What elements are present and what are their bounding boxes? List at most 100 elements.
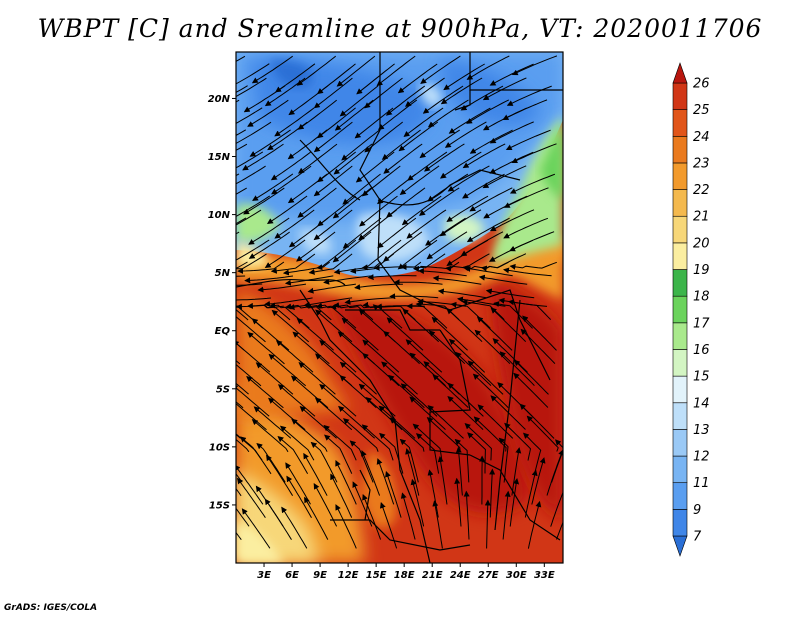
colorbar-swatch [672,322,688,350]
streamline [405,448,420,496]
streamline [277,384,316,417]
streamline [466,55,510,80]
streamline [292,331,330,365]
streamline [383,143,423,174]
lon-tick-label: 21E [422,570,443,581]
streamline [454,438,470,483]
colorbar-label: 14 [693,396,710,411]
colorbar-swatch [672,455,688,484]
lon-tick-label: 18E [394,570,415,581]
streamline [335,504,357,549]
streamline [236,107,263,124]
streamline [461,299,505,321]
lon-tick-label: 24E [450,570,471,581]
colorbar-swatch [672,242,688,270]
streamline [323,424,357,461]
streamline [367,274,417,281]
streamline [467,432,486,474]
colorbar-label: 26 [693,77,710,92]
streamline [519,403,555,439]
streamline [385,85,426,116]
streamline [336,55,376,87]
colorbar-label: 22 [693,183,710,198]
streamline [338,405,376,439]
streamline [393,279,443,286]
streamline [447,382,484,417]
streamline [236,316,266,343]
colorbar-label: 25 [693,103,710,118]
streamline [344,297,394,305]
streamline [236,464,264,505]
streamline [399,438,419,483]
streamline [379,432,404,474]
streamline [236,55,246,62]
streamline [236,253,267,270]
streamline [405,339,443,373]
streamline [410,478,425,527]
streamline [246,375,284,409]
streamline [319,339,357,373]
streamline [376,458,395,505]
lat-tick-label: 5N [215,268,231,279]
streamline [531,457,546,505]
streamline [317,63,356,95]
streamline [236,209,262,226]
streamline [236,63,270,85]
streamline [255,362,294,395]
streamline [490,307,527,342]
streamline [247,331,285,365]
streamline [447,165,490,192]
lon-tick-label: 12E [338,570,359,581]
streamline [509,478,520,527]
streamline [236,143,248,151]
streamline [389,417,425,452]
streamline [313,77,353,109]
streamline [335,459,357,505]
streamline [365,397,403,431]
lat-tick-label: 20N [208,94,231,105]
streamline [296,231,336,262]
streamline [412,423,443,461]
streamline [473,416,507,452]
streamline [409,396,446,430]
streamline [307,283,356,294]
streamline [236,340,271,373]
map-frame [235,51,564,564]
streamline [389,293,439,300]
streamline [507,299,552,320]
streamline [248,231,290,259]
streamline [236,129,247,136]
streamline [236,438,250,453]
latitude-axis: 20N 15N 10N 5N EQ 5S 10S 15S [208,94,236,511]
streamline [527,500,542,549]
colorbar-label: 20 [693,236,710,251]
streamline [427,99,469,128]
streamline [237,477,266,518]
streamline [339,85,379,117]
streamline [466,217,510,243]
streamline [271,309,310,343]
streamline [316,302,357,329]
streamline [274,209,315,239]
streamline [362,493,382,540]
streamline [464,265,513,277]
streamline [485,288,535,299]
lon-tick-label: 9E [313,570,327,581]
streamline [236,217,247,225]
streamline [464,423,492,461]
colorbar-swatch [672,135,688,164]
streamline [513,372,549,408]
streamline [419,129,460,159]
streamline [484,499,491,549]
streamline [236,77,267,98]
streamline [424,143,465,172]
streamline [462,143,506,169]
streamline [296,318,334,351]
streamline [341,317,379,351]
streamline [304,496,329,540]
streamline [509,173,556,194]
streamline [460,231,504,257]
streamline [236,473,243,483]
streamline [447,396,484,430]
streamline [403,107,444,138]
